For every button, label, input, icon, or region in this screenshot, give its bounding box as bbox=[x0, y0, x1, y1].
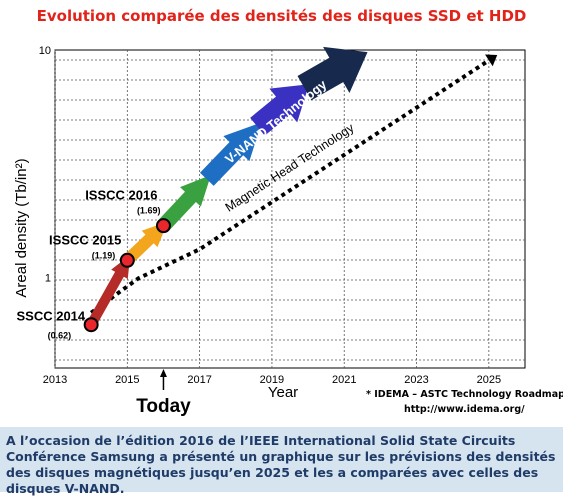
point-labels: SSCC 2014 (0.62) ISSCC 2015 (1.19) ISSCC 201… bbox=[16, 188, 160, 341]
v-nand-arrow bbox=[297, 46, 368, 101]
today-arrowhead bbox=[159, 369, 167, 377]
x-axis-ticks: 2013 2015 2017 2019 2021 2023 2025 bbox=[43, 374, 501, 386]
x-tick-label: 2017 bbox=[187, 374, 211, 386]
magnetic-head-arrowhead bbox=[485, 54, 498, 67]
y-axis-ticks: 1 10 bbox=[39, 45, 51, 284]
x-tick-label: 2019 bbox=[260, 374, 284, 386]
v-nand-point bbox=[83, 317, 99, 333]
y-axis-label: Areal density (Tb/in²) bbox=[13, 158, 30, 297]
x-tick-label: 2015 bbox=[115, 374, 139, 386]
plot-area bbox=[54, 49, 526, 369]
magnetic-head-line bbox=[89, 58, 490, 315]
magnetic-head-series bbox=[89, 54, 498, 315]
v-nand-series bbox=[86, 46, 368, 328]
v-nand-point bbox=[119, 252, 135, 268]
point-label: SSCC 2014 bbox=[16, 309, 85, 324]
x-tick-label: 2025 bbox=[477, 374, 501, 386]
point-label: ISSCC 2016 bbox=[85, 188, 157, 203]
chart-svg: 2013 2015 2017 2019 2021 2023 2025 110 V-NAND … bbox=[13, 45, 563, 417]
y-tick-label: 10 bbox=[39, 45, 51, 57]
v-nand-arrow bbox=[250, 84, 310, 136]
v-nand-point bbox=[155, 218, 171, 234]
chart-title: Evolution comparée des densités des disq… bbox=[36, 7, 527, 25]
x-tick-label: 2013 bbox=[43, 374, 67, 386]
v-nand-arrow bbox=[123, 221, 168, 265]
x-tick-label: 2021 bbox=[332, 374, 356, 386]
today-marker: Today bbox=[136, 369, 191, 417]
roadmap-note: * IDEMA – ASTC Technology Roadmap bbox=[366, 389, 563, 400]
point-value-label: (1.69) bbox=[137, 206, 161, 216]
v-nand-arrow bbox=[157, 174, 211, 231]
point-value-label: (1.19) bbox=[92, 250, 116, 260]
x-tick-label: 2023 bbox=[404, 374, 428, 386]
roadmap-url: http://www.idema.org/ bbox=[404, 404, 525, 415]
grid bbox=[54, 50, 525, 368]
v-nand-points bbox=[83, 218, 171, 333]
caption: A l’occasion de l’édition 2016 de l’IEEE… bbox=[0, 427, 563, 496]
y-tick-label: 1 bbox=[45, 272, 51, 284]
point-label: ISSCC 2015 bbox=[49, 232, 121, 247]
x-axis-label: Year bbox=[268, 384, 298, 401]
point-value-label: (0.62) bbox=[48, 331, 72, 341]
v-nand-arrow bbox=[86, 255, 131, 328]
v-nand-arrow bbox=[199, 122, 262, 186]
today-label: Today bbox=[136, 396, 191, 417]
